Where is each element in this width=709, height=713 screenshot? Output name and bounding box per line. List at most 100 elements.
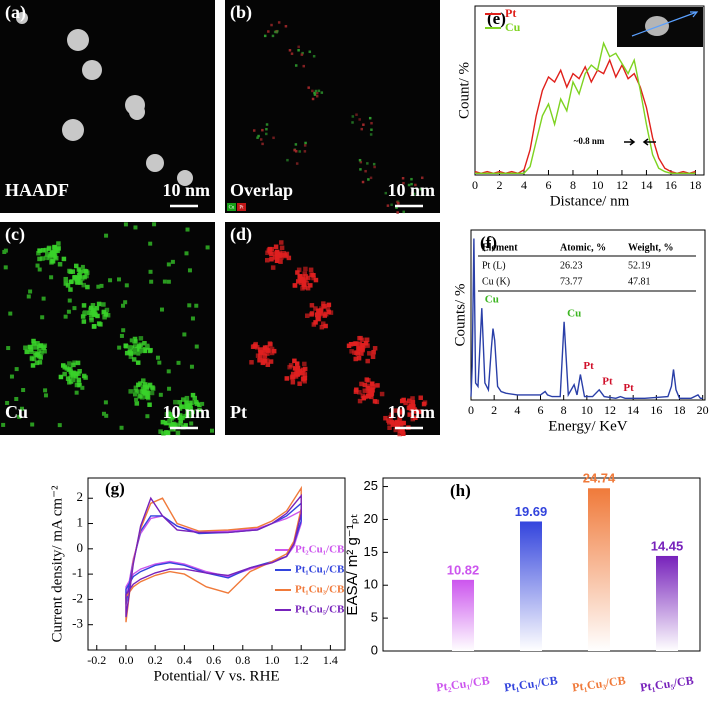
pixel — [148, 269, 153, 274]
scale-label: 10 nm — [387, 402, 435, 422]
pixel — [42, 348, 47, 354]
pixel — [128, 389, 133, 394]
x-tick-label: 2 — [491, 403, 497, 417]
pixel — [294, 361, 300, 366]
y-tick-label: 25 — [364, 478, 378, 493]
pixel — [120, 303, 125, 308]
pixel — [80, 314, 86, 319]
pixel — [83, 375, 88, 380]
bar — [588, 488, 610, 651]
pixel — [320, 321, 326, 326]
pixel — [136, 382, 141, 388]
pixel — [86, 310, 92, 315]
pixel — [295, 270, 300, 275]
pixel — [9, 374, 14, 379]
pixel — [94, 306, 100, 311]
pixel — [40, 256, 45, 261]
pixel — [311, 97, 315, 101]
panel-label: (e) — [487, 9, 506, 28]
bar — [520, 521, 542, 651]
panel-label: (b) — [230, 2, 252, 23]
pixel — [301, 278, 307, 284]
pixel — [74, 280, 80, 285]
pixel — [68, 379, 74, 384]
pixel — [292, 366, 298, 371]
pixel — [43, 247, 49, 253]
pixel — [41, 248, 46, 253]
peak-label: Pt — [623, 382, 634, 394]
pixel — [374, 399, 380, 405]
pixel — [386, 204, 390, 207]
pixel — [194, 303, 199, 308]
peak-label: Cu — [485, 294, 499, 306]
pixel — [395, 200, 399, 204]
pixel — [360, 347, 365, 353]
pixel — [311, 89, 314, 93]
pixel — [414, 409, 419, 414]
y-axis-label: Current density/ mA cm⁻² — [49, 485, 65, 642]
pixel — [420, 176, 424, 180]
pixel — [410, 396, 415, 401]
pixel — [389, 419, 395, 425]
pixel — [39, 350, 44, 356]
pixel — [133, 348, 138, 353]
scale-label: 10 nm — [387, 180, 435, 200]
particle — [67, 29, 89, 51]
x-tick-label: 14 — [627, 403, 639, 417]
pixel — [281, 250, 286, 256]
legend-text: Cu — [505, 20, 521, 34]
pixel — [85, 284, 90, 290]
pixel — [55, 248, 60, 254]
pixel — [302, 271, 308, 276]
particle — [16, 12, 28, 24]
pixel — [166, 410, 171, 415]
pixel — [269, 247, 275, 252]
pixel — [257, 347, 263, 352]
pixel — [306, 275, 311, 281]
pixel — [145, 395, 151, 401]
pixel — [270, 265, 276, 270]
plot-frame — [470, 229, 706, 401]
pixel — [371, 349, 376, 355]
pixel — [101, 310, 107, 315]
pixel — [286, 255, 292, 261]
pixel — [170, 259, 175, 264]
pixel — [56, 246, 61, 251]
pixel — [387, 420, 392, 425]
pixel — [383, 415, 388, 421]
pixel — [167, 419, 172, 424]
pixel — [52, 251, 58, 257]
pixel — [297, 368, 303, 374]
pixel — [134, 397, 139, 402]
pixel — [179, 404, 184, 409]
table-cell: 73.77 — [560, 276, 583, 287]
pixel — [162, 279, 167, 284]
pixel — [185, 410, 190, 416]
image-caption: Cu — [5, 402, 28, 422]
pixel — [255, 353, 261, 358]
pixel — [308, 50, 312, 54]
y-tick-label: 20 — [364, 511, 378, 526]
pixel — [167, 386, 172, 391]
pixel — [85, 270, 90, 275]
pixel — [315, 91, 319, 95]
pixel — [184, 400, 189, 405]
pixel — [304, 141, 307, 145]
value-label: 10.82 — [447, 562, 480, 577]
pixel — [364, 337, 370, 343]
pixel — [410, 400, 416, 405]
pixel — [41, 344, 46, 350]
x-tick-label: 0.4 — [177, 653, 192, 667]
pixel — [397, 417, 403, 422]
x-tick-label: 0.6 — [206, 653, 221, 667]
data-line — [125, 493, 302, 618]
x-tick-label: Pt₁Cu₁/CB — [503, 673, 558, 694]
pixel — [144, 385, 150, 390]
table-cell: 52.19 — [628, 260, 651, 271]
pixel — [372, 346, 378, 351]
panel-label: (f) — [480, 233, 497, 252]
pixel — [293, 148, 296, 152]
pixel — [123, 300, 128, 305]
pixel — [366, 162, 369, 165]
pixel — [147, 402, 152, 407]
